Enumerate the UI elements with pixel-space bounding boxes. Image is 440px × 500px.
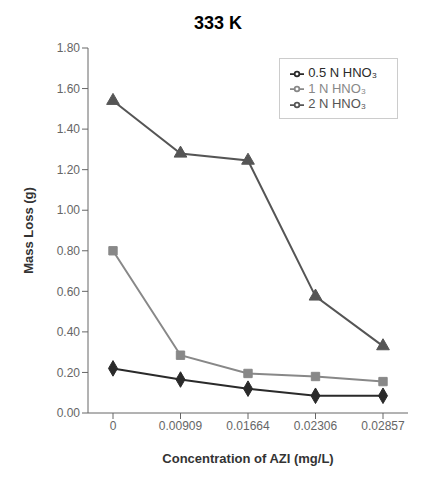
svg-text:0.01664: 0.01664 [226, 419, 270, 433]
svg-text:0.00: 0.00 [57, 406, 81, 420]
svg-text:0: 0 [110, 419, 117, 433]
html-text:1 N HNO₃: 1 N HNO₃ [308, 80, 367, 96]
svg-text:1.60: 1.60 [57, 82, 81, 96]
svg-text:0.02857: 0.02857 [361, 419, 405, 433]
svg-text:0.40: 0.40 [57, 325, 81, 339]
html-text:2 N HNO₃: 2 N HNO₃ [308, 96, 367, 112]
svg-text:0.02306: 0.02306 [294, 419, 338, 433]
svg-text:1.80: 1.80 [57, 41, 81, 55]
html-text:0.5 N HNO₃: 0.5 N HNO₃ [308, 65, 377, 80]
svg-text:Mass Loss (g): Mass Loss (g) [21, 187, 36, 274]
svg-text:1.00: 1.00 [57, 203, 81, 217]
svg-text:1.40: 1.40 [57, 122, 81, 136]
svg-text:0.00909: 0.00909 [159, 419, 203, 433]
svg-text:Concentration of AZI (mg/L): Concentration of AZI (mg/L) [162, 451, 333, 466]
html-text:333 K: 333 K [194, 13, 242, 33]
svg-text:0.80: 0.80 [57, 244, 81, 258]
svg-text:0.60: 0.60 [57, 285, 81, 299]
svg-text:0.20: 0.20 [57, 366, 81, 380]
svg-text:1.20: 1.20 [57, 163, 81, 177]
